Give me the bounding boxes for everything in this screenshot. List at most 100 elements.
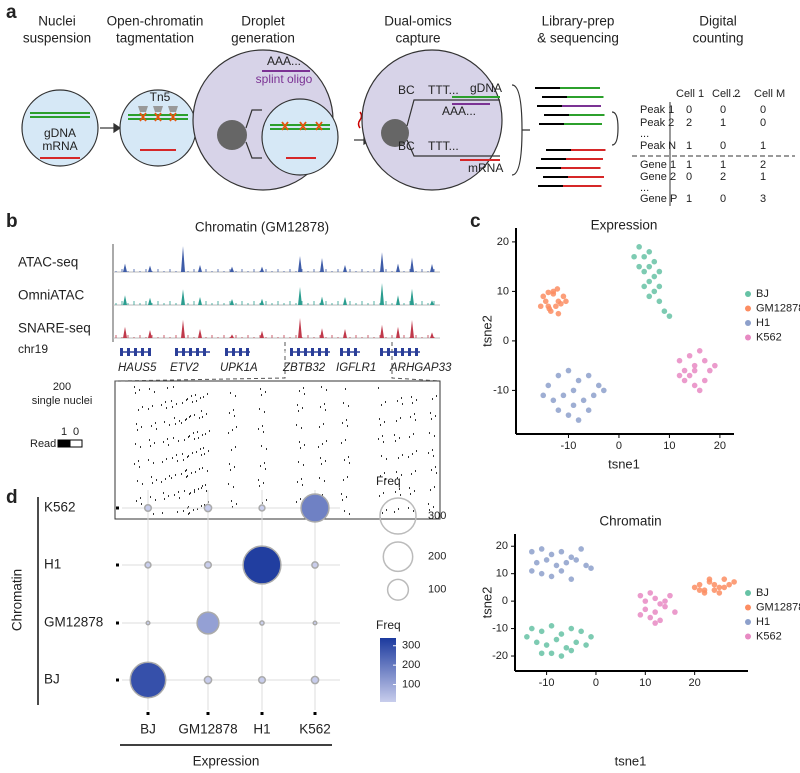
x-tick-label: GM12878 xyxy=(178,722,237,737)
read-tick xyxy=(413,433,414,435)
read-tick xyxy=(183,459,184,461)
point xyxy=(642,598,649,604)
point xyxy=(636,244,642,250)
read-tick xyxy=(342,499,343,501)
bubble xyxy=(129,661,167,699)
chart-title: Chromatin xyxy=(599,514,661,529)
gene-exon xyxy=(134,348,137,356)
point xyxy=(647,590,654,596)
single-nuclei-raster xyxy=(134,386,437,515)
read-tick xyxy=(142,406,143,408)
read-tick xyxy=(300,498,301,500)
read-tick xyxy=(150,496,151,498)
point xyxy=(701,590,708,596)
read-tick xyxy=(174,494,175,496)
track-peak xyxy=(123,263,127,272)
read-tick xyxy=(260,388,261,390)
read-tick xyxy=(191,472,192,474)
color-legend-label: 300 xyxy=(402,640,420,652)
x-tick-label: 0 xyxy=(616,440,622,452)
read-tick xyxy=(163,492,164,494)
y-tick-label: -10 xyxy=(492,622,508,634)
read-tick xyxy=(304,393,305,395)
read-tick xyxy=(197,508,198,510)
read-tick xyxy=(156,479,157,481)
track-label: SNARE-seq xyxy=(18,321,91,336)
read-tick xyxy=(206,490,207,492)
track-peak xyxy=(380,252,384,272)
track-peak xyxy=(396,295,400,305)
point xyxy=(731,579,737,585)
track-peak xyxy=(148,265,152,272)
y-tick-label: 0 xyxy=(502,595,508,607)
read-tick xyxy=(135,443,136,445)
read-tick xyxy=(204,453,205,455)
point xyxy=(656,268,663,275)
gene-exon xyxy=(225,348,228,356)
read-tick xyxy=(436,395,437,397)
step-title: suspension xyxy=(23,31,91,46)
read-tick xyxy=(409,436,410,438)
read-tick xyxy=(349,513,350,515)
read-tick xyxy=(190,415,191,417)
read-tick xyxy=(396,420,397,422)
point xyxy=(712,362,718,369)
point xyxy=(642,606,649,613)
point xyxy=(553,303,559,310)
read-tick xyxy=(410,416,411,418)
point xyxy=(696,581,703,588)
read-tick xyxy=(266,499,267,501)
point xyxy=(583,642,589,648)
track-peak xyxy=(181,246,185,272)
size-legend-label: 200 xyxy=(428,551,446,563)
enzyme-label: Tn5 xyxy=(150,90,171,104)
x-axis-label: Expression xyxy=(193,754,260,769)
point xyxy=(631,253,637,260)
read-tick xyxy=(414,490,415,492)
point xyxy=(711,587,718,593)
read-tick xyxy=(200,448,201,450)
read-tick xyxy=(297,404,298,406)
read-tick xyxy=(173,437,174,439)
legend-marker xyxy=(745,604,751,611)
read-tick xyxy=(202,434,203,436)
read-tick xyxy=(188,455,189,457)
track-peak xyxy=(148,297,152,305)
step-title: Nuclei xyxy=(38,14,76,29)
oligo-label: splint oligo xyxy=(256,72,313,86)
x-axis-label: tsne1 xyxy=(615,753,647,768)
size-legend-label: 300 xyxy=(428,510,446,522)
point xyxy=(656,298,663,305)
read-tick xyxy=(319,477,320,479)
point xyxy=(558,568,565,574)
panel-label: c xyxy=(470,211,481,232)
read-tick xyxy=(414,413,415,415)
size-legend-circle xyxy=(379,497,417,535)
point xyxy=(538,570,545,577)
read-tick xyxy=(304,444,305,446)
read-tick xyxy=(172,406,173,408)
read-tick xyxy=(265,468,266,470)
table-cell: 0 xyxy=(686,104,692,116)
read-tick xyxy=(259,485,260,487)
track-label: OmniATAC xyxy=(18,288,85,303)
read-tick xyxy=(320,457,321,459)
read-tick xyxy=(201,410,202,412)
x-tick-label: K562 xyxy=(299,722,331,737)
read-tick xyxy=(430,489,431,491)
y-tick-label: 10 xyxy=(496,568,508,580)
gene-exon xyxy=(175,348,178,356)
read-tick xyxy=(195,394,196,396)
read-tick xyxy=(187,475,188,477)
read-tick xyxy=(208,450,209,452)
point xyxy=(573,557,580,563)
bubble xyxy=(258,504,266,512)
read-tick xyxy=(435,415,436,417)
gene-exon xyxy=(239,348,242,356)
track-peak xyxy=(380,324,384,338)
read-tick xyxy=(171,400,172,402)
x-tick xyxy=(206,712,210,715)
read-tick xyxy=(383,441,384,443)
read-tick xyxy=(386,458,387,460)
gene-exon xyxy=(290,348,293,356)
